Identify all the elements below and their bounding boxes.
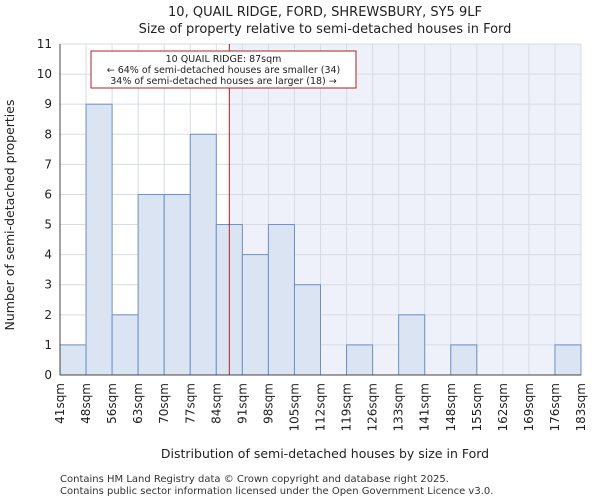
bar [398,314,426,376]
x-tick-label: 112sqm [314,383,328,431]
y-tick-label: 5 [44,218,52,232]
annotation-line: ← 64% of semi-detached houses are smalle… [107,65,341,76]
footer-line-1: Contains HM Land Registry data © Crown c… [60,474,449,485]
bar [189,133,217,376]
y-tick-label: 10 [37,67,52,81]
x-tick-label: 155sqm [470,383,484,431]
x-tick-label: 183sqm [574,383,588,431]
bar [111,314,139,376]
bar [241,254,269,376]
y-axis-label: Number of semi-detached properties [2,100,17,331]
x-tick-label: 84sqm [209,383,223,424]
chart-subtitle: Size of property relative to semi-detach… [139,22,512,37]
y-tick-label: 0 [44,368,52,382]
x-tick-label: 162sqm [496,383,510,431]
bar [450,344,478,376]
plot-area: 0 1 2 3 4 5 6 7 8 9 10 11 41sqm 48sqm 56sqm 63sqm 70sqm 7… [37,37,588,431]
annotation-line: 34% of semi-detached houses are larger (… [110,76,337,87]
x-tick-label: 70sqm [157,383,171,424]
bar [293,284,322,376]
bar [346,344,374,376]
x-tick-label: 48sqm [79,383,93,424]
x-tick-label: 56sqm [105,383,119,424]
x-tick-label: 148sqm [444,383,458,431]
x-tick-label: 41sqm [53,383,67,424]
x-tick-label: 141sqm [418,383,432,431]
x-tick-label: 176sqm [548,383,562,431]
x-tick-label: 133sqm [392,383,406,431]
x-tick-label: 119sqm [340,383,354,431]
x-tick-label: 63sqm [131,383,145,424]
bar [163,193,191,376]
x-tick-label: 105sqm [287,383,301,431]
y-tick-label: 6 [44,187,52,201]
footer-line-2: Contains public sector information licen… [60,486,493,497]
bar [85,103,113,376]
annotation-box [90,50,357,89]
y-tick-label: 11 [37,37,52,51]
bar [554,344,582,376]
x-tick-label: 91sqm [235,383,249,424]
x-tick-label: 98sqm [261,383,275,424]
y-tick-label: 8 [44,127,52,141]
y-tick-label: 4 [44,248,52,262]
y-tick-label: 3 [44,278,52,292]
x-axis-label: Distribution of semi-detached houses by … [161,446,489,461]
y-tick-label: 1 [44,338,52,352]
x-tick-label: 77sqm [183,383,197,424]
y-tick-label: 9 [44,97,52,111]
x-tick-label: 126sqm [366,383,380,431]
y-tick-label: 7 [44,157,52,171]
annotation-line: 10 QUAIL RIDGE: 87sqm [166,54,282,65]
chart-title: 10, QUAIL RIDGE, FORD, SHREWSBURY, SY5 9… [168,5,482,20]
bar [59,344,87,376]
x-tick-label: 169sqm [522,383,536,431]
y-tick-label: 2 [44,308,52,322]
bar [137,193,165,376]
bar [267,224,295,376]
